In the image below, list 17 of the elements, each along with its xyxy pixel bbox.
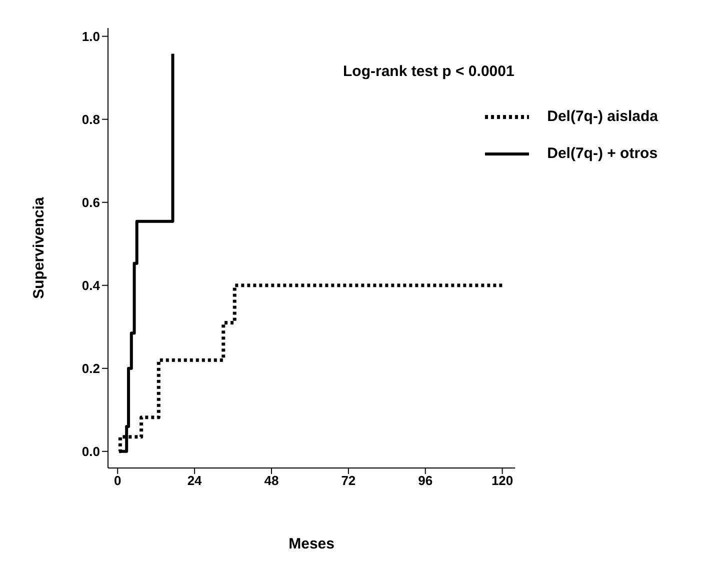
x-tick-label: 0 [114,473,122,488]
y-tick-label: 0.0 [82,444,100,460]
x-tick-label: 72 [341,473,356,488]
x-axis-title: Meses [288,536,334,553]
x-tick-label: 48 [264,473,279,488]
y-tick-label: 0.2 [82,360,100,376]
annotation: Log-rank test p < 0.0001 [343,63,514,80]
x-tick-label: 120 [491,473,514,488]
legend-label: Del(7q-) + otros [547,145,658,162]
y-tick-label: 1.0 [82,28,100,44]
y-tick-label: 0.8 [82,112,100,127]
y-tick-label: 0.4 [82,278,101,293]
x-tick-label: 96 [418,473,433,488]
x-tick-label: 24 [187,473,203,488]
y-axis-title: Supervivencia [30,196,48,299]
y-tick-label: 0.6 [82,194,100,210]
legend-label: Del(7q-) aislada [547,108,658,125]
